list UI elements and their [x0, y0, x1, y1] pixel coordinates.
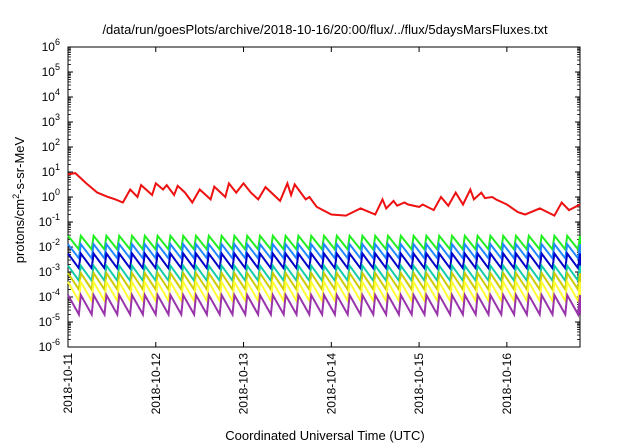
y-tick-label: 103 [42, 112, 60, 129]
series-line [67, 250, 581, 271]
y-tick-label: 101 [42, 162, 60, 179]
x-tick-label: 2018-10-14 [324, 353, 338, 415]
y-tick-label: 104 [42, 87, 60, 104]
y-tick-label: 10-2 [39, 237, 60, 254]
y-axis-title: protons/cm2-s-sr-MeV [11, 136, 27, 263]
series-line [67, 278, 581, 305]
y-tick-label: 10-3 [39, 262, 60, 279]
y-tick-label: 10-5 [39, 312, 60, 329]
x-tick-label: 2018-10-13 [237, 353, 251, 415]
y-tick-label: 100 [42, 187, 60, 204]
x-tick-label: 2018-10-12 [149, 353, 163, 415]
series-line [67, 172, 581, 217]
y-tick-label: 105 [42, 62, 60, 79]
x-axis-title: Coordinated Universal Time (UTC) [225, 428, 424, 443]
series-line [67, 241, 581, 261]
y-tick-label: 10-6 [39, 337, 60, 354]
series-line [67, 233, 581, 252]
series-line [67, 270, 581, 293]
x-tick-label: 2018-10-16 [500, 353, 514, 415]
series-line [67, 291, 581, 318]
y-tick-label: 102 [42, 137, 60, 154]
x-tick-label: 2018-10-15 [412, 353, 426, 415]
chart-title: /data/run/goesPlots/archive/2018-10-16/2… [102, 22, 548, 37]
series-layer [67, 172, 581, 318]
y-tick-label: 10-4 [39, 287, 60, 304]
y-tick-label: 106 [42, 37, 60, 54]
y-tick-label: 10-1 [39, 212, 60, 229]
x-tick-label: 2018-10-11 [61, 353, 75, 414]
x-axis: 2018-10-11 2018-10-12 2018-10-13 2018-10-14… [61, 47, 514, 414]
